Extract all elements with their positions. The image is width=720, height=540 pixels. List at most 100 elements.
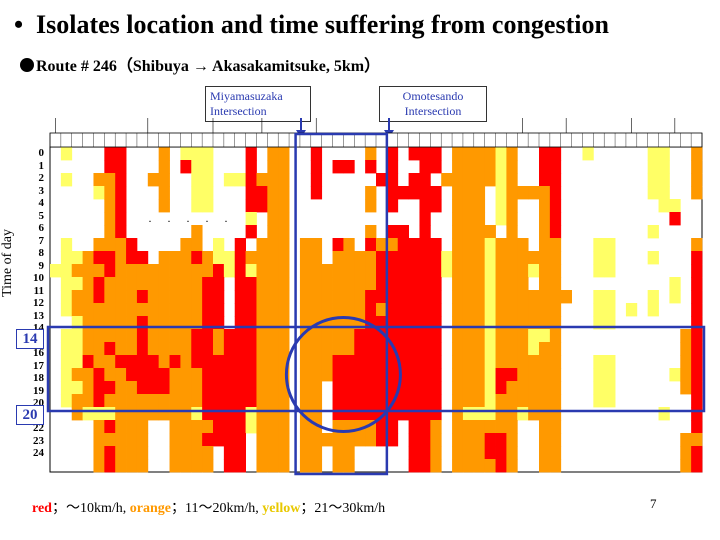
heatmap-cell <box>256 316 268 330</box>
heatmap-cell <box>126 433 138 447</box>
heatmap-cell <box>495 264 507 278</box>
heatmap-cell <box>430 329 442 343</box>
heatmap-cell <box>462 264 475 278</box>
heatmap-cell <box>60 368 73 382</box>
heatmap-cell <box>593 381 605 395</box>
heatmap-cell <box>191 251 203 265</box>
heatmap-cell <box>71 407 83 421</box>
heatmap-cell <box>376 433 388 447</box>
heatmap-cell <box>126 355 138 369</box>
heatmap-cell <box>191 329 203 343</box>
heatmap-cell <box>473 355 486 369</box>
heatmap-cell <box>419 381 431 395</box>
heatmap-cell <box>332 316 344 330</box>
heatmap-cell <box>419 199 431 213</box>
heatmap-cell <box>495 251 507 265</box>
heatmap-cell <box>60 277 73 291</box>
heatmap-cell <box>93 186 105 200</box>
heatmap-cell <box>691 173 703 187</box>
heatmap-cell <box>115 199 127 213</box>
hour-label-18: 18 <box>33 372 44 384</box>
heatmap-cell <box>528 251 540 265</box>
heatmap-cell <box>82 355 94 369</box>
heatmap-cell <box>517 394 529 408</box>
heatmap-cell <box>517 251 529 265</box>
heatmap-cell <box>234 381 246 395</box>
heatmap-cell <box>386 251 399 265</box>
heatmap-cell <box>115 290 127 304</box>
heatmap-cell <box>549 433 562 447</box>
heatmap-cell <box>691 329 703 343</box>
heatmap-cell <box>625 303 638 317</box>
heatmap-cell <box>267 173 279 187</box>
heatmap-cell <box>549 407 562 421</box>
heatmap-cell <box>386 199 399 213</box>
heatmap-cell <box>386 303 399 317</box>
heatmap-cell <box>180 277 192 291</box>
heatmap-cell <box>441 173 453 187</box>
heatmap-cell <box>517 186 529 200</box>
heatmap-cell <box>256 355 268 369</box>
heatmap-cell <box>549 446 562 460</box>
heatmap-cell <box>506 277 518 291</box>
heatmap-cell <box>310 186 323 200</box>
heatmap-cell <box>202 368 214 382</box>
heatmap-cell <box>484 225 496 239</box>
heatmap-cell <box>473 446 486 460</box>
heatmap-cell <box>593 303 605 317</box>
heatmap-cell <box>278 147 290 161</box>
heatmap-cell <box>180 368 192 382</box>
heatmap-cell <box>419 225 431 239</box>
heatmap-cell <box>267 433 279 447</box>
heatmap-cell <box>484 420 496 434</box>
heatmap-cell <box>365 199 377 213</box>
heatmap-cell <box>386 316 399 330</box>
heatmap-cell <box>376 381 388 395</box>
heatmap-cell <box>365 251 377 265</box>
heatmap-cell <box>310 394 323 408</box>
heatmap-cell <box>473 290 486 304</box>
heatmap-cell <box>93 420 105 434</box>
heatmap-cell <box>495 446 507 460</box>
heatmap-cell <box>343 394 355 408</box>
heatmap-cell <box>71 277 83 291</box>
heatmap-cell <box>278 251 290 265</box>
heatmap-cell <box>115 147 127 161</box>
heatmap-cell <box>115 433 127 447</box>
heatmap-cell <box>213 251 225 265</box>
heatmap-cell <box>202 407 214 421</box>
heatmap-cell <box>408 316 420 330</box>
heatmap-cell <box>169 368 181 382</box>
heatmap-cell <box>506 342 518 356</box>
title-bullet: • <box>14 10 24 39</box>
heatmap-cell <box>256 251 268 265</box>
heatmap-cell <box>267 238 279 252</box>
heatmap-cell <box>115 459 127 473</box>
heatmap-cell <box>484 381 496 395</box>
heatmap-cell <box>691 264 703 278</box>
heatmap-cell <box>386 381 399 395</box>
heatmap-cell <box>386 264 399 278</box>
heatmap-cell <box>354 433 366 447</box>
heatmap-cell <box>158 329 170 343</box>
heatmap-cell <box>71 303 83 317</box>
heatmap-cell <box>299 303 312 317</box>
heatmap-cell <box>517 290 529 304</box>
heatmap-cell <box>430 459 442 473</box>
heatmap-cell <box>104 303 116 317</box>
heatmap-cell <box>158 342 170 356</box>
heatmap-cell <box>126 342 138 356</box>
heatmap-cell <box>419 173 431 187</box>
heatmap-cell <box>539 147 551 161</box>
heatmap-cell <box>658 147 670 161</box>
hour-label-7: 7 <box>38 234 45 247</box>
heatmap-cell <box>484 407 496 421</box>
heatmap-cell <box>408 342 420 356</box>
heatmap-cell <box>473 381 486 395</box>
heatmap-cell <box>495 212 507 226</box>
heatmap-cell <box>126 264 138 278</box>
heatmap-cell <box>582 147 594 161</box>
heatmap-cell <box>332 368 344 382</box>
heatmap-cell <box>104 147 116 161</box>
heatmap-cell <box>278 316 290 330</box>
